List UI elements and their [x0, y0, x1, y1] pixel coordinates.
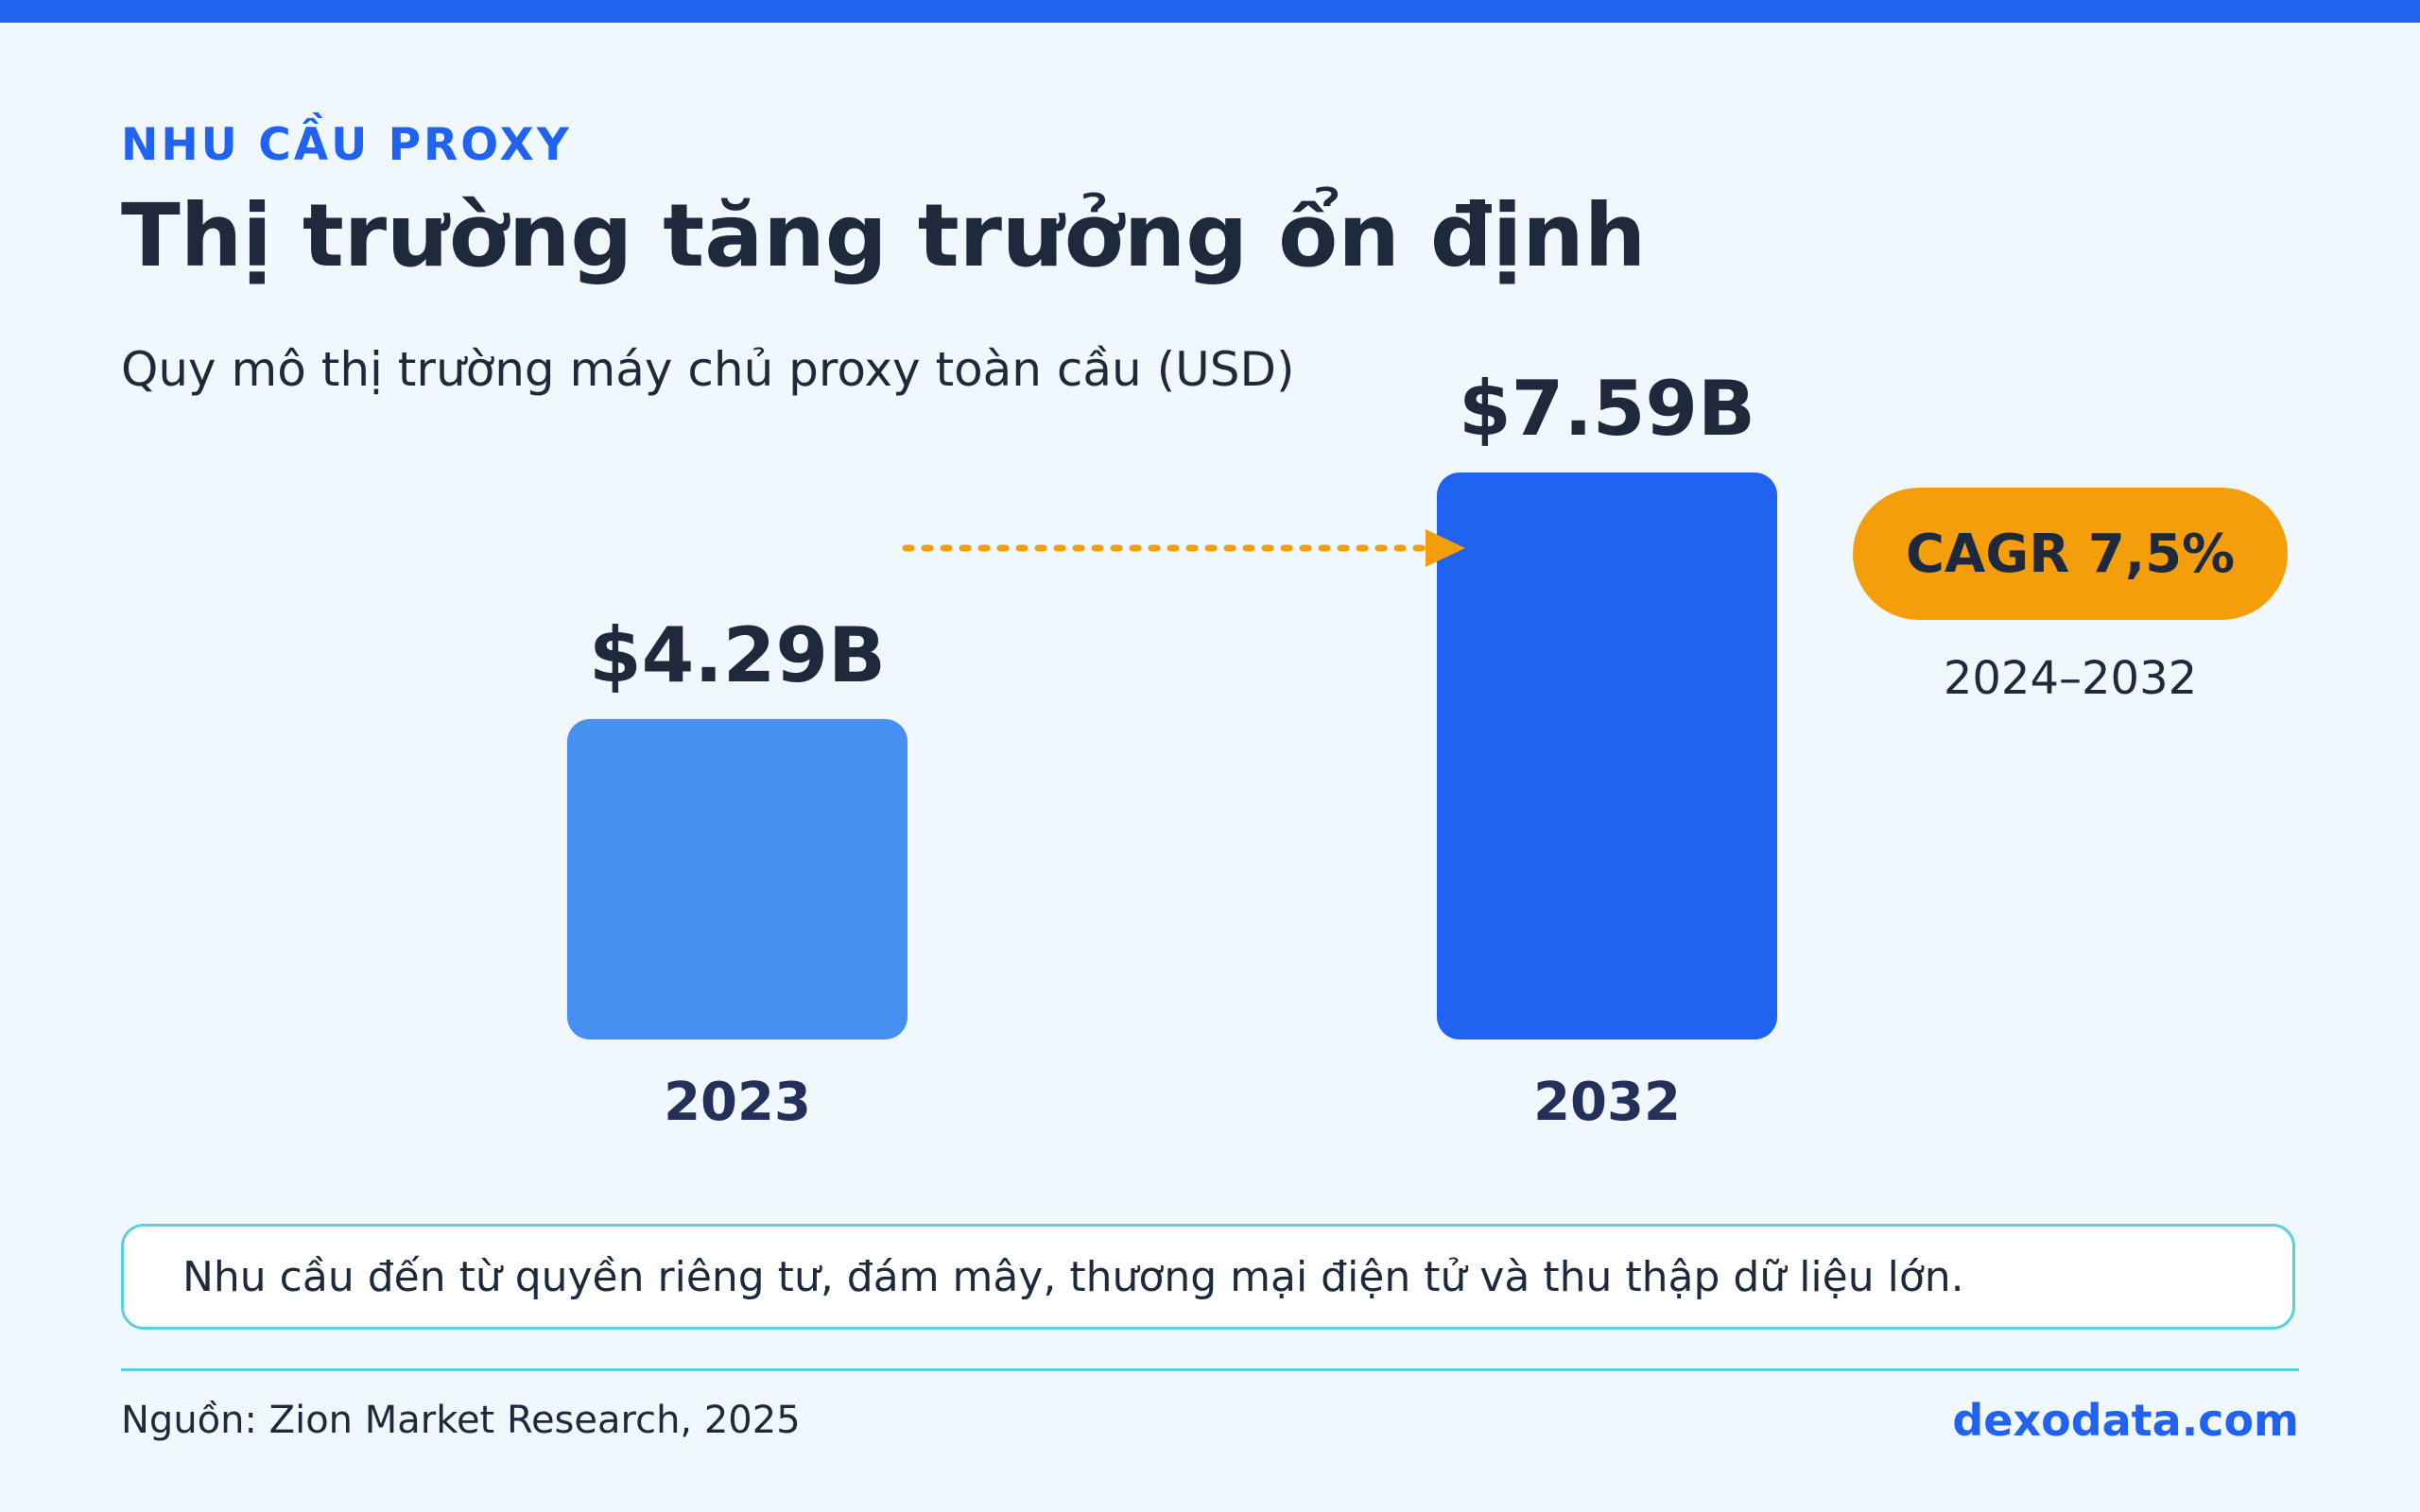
- cagr-range: 2024–2032: [1943, 652, 2198, 705]
- category-label-2032: 2032: [1533, 1072, 1681, 1133]
- brand-link[interactable]: dexodata.com: [1952, 1395, 2299, 1446]
- page-title: Thị trường tăng trưởng ổn định: [121, 185, 1647, 286]
- value-label-2032: $7.59B: [1459, 365, 1755, 453]
- value-label-2023: $4.29B: [589, 611, 886, 699]
- growth-arrow-head: [1426, 529, 1465, 567]
- footer-divider: [121, 1368, 2299, 1371]
- insight-note: Nhu cầu đến từ quyền riêng tư, đám mây, …: [121, 1224, 2295, 1330]
- top-accent-bar: [0, 0, 2420, 23]
- cagr-badge: CAGR 7,5%: [1853, 488, 2288, 620]
- chart-subtitle: Quy mô thị trường máy chủ proxy toàn cầu…: [121, 342, 1295, 397]
- category-label-2023: 2023: [664, 1072, 811, 1133]
- source-citation: Nguồn: Zion Market Research, 2025: [121, 1399, 801, 1442]
- bar-2023: [567, 718, 908, 1040]
- bar-2032: [1437, 472, 1777, 1040]
- market-size-chart: $4.29B 2023 $7.59B 2032: [567, 365, 1777, 1133]
- insight-note-text: Nhu cầu đến từ quyền riêng tư, đám mây, …: [182, 1252, 1964, 1301]
- eyebrow-label: NHU CẦU PROXY: [121, 119, 572, 171]
